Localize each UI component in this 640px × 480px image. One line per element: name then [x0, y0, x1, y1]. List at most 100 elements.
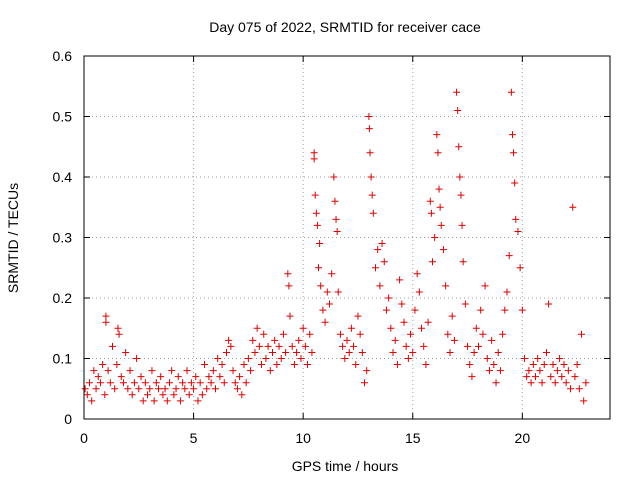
- data-point: [85, 379, 93, 387]
- data-point: [547, 373, 555, 381]
- data-point: [415, 288, 423, 296]
- data-point: [578, 330, 586, 338]
- data-point: [434, 149, 442, 157]
- data-point: [529, 361, 537, 369]
- y-tick-label: 0: [64, 411, 72, 427]
- data-point: [139, 397, 147, 405]
- data-point: [551, 379, 559, 387]
- data-point: [260, 330, 268, 338]
- data-point: [457, 191, 465, 199]
- data-point: [92, 385, 100, 393]
- data-point: [378, 240, 386, 248]
- data-point: [117, 373, 125, 381]
- data-point: [315, 264, 323, 272]
- data-point: [350, 342, 358, 350]
- data-point: [444, 330, 452, 338]
- data-point: [286, 312, 294, 320]
- data-point: [347, 324, 355, 332]
- data-point: [181, 385, 189, 393]
- data-point: [442, 282, 450, 290]
- data-point: [391, 336, 399, 344]
- data-point: [273, 361, 281, 369]
- data-point: [312, 209, 320, 217]
- data-point: [470, 348, 478, 356]
- data-point: [531, 373, 539, 381]
- data-point: [290, 361, 298, 369]
- data-point: [356, 330, 364, 338]
- data-point: [295, 336, 303, 344]
- data-point: [409, 348, 417, 356]
- data-point: [332, 215, 340, 223]
- data-point: [369, 209, 377, 217]
- data-point: [165, 379, 173, 387]
- data-point: [571, 373, 579, 381]
- data-point: [262, 355, 270, 362]
- data-point: [448, 312, 456, 320]
- data-point: [575, 385, 583, 393]
- data-point: [279, 330, 287, 338]
- data-point: [148, 367, 156, 375]
- data-point: [331, 197, 339, 205]
- data-point: [157, 373, 165, 381]
- data-point: [363, 367, 371, 375]
- data-point: [427, 209, 435, 217]
- data-point: [236, 373, 244, 381]
- data-point: [330, 173, 338, 181]
- data-point: [505, 252, 513, 260]
- data-point: [321, 318, 329, 326]
- data-point: [376, 282, 384, 290]
- data-point: [382, 306, 390, 314]
- data-point: [446, 348, 454, 356]
- data-point: [308, 348, 316, 356]
- data-point: [527, 379, 535, 387]
- data-point: [499, 330, 507, 338]
- data-point: [494, 348, 502, 356]
- data-point: [459, 258, 467, 266]
- data-point: [439, 246, 447, 254]
- data-point: [396, 276, 404, 284]
- data-point: [407, 330, 415, 338]
- data-point: [361, 379, 369, 387]
- data-point: [316, 240, 324, 248]
- data-point: [196, 379, 204, 387]
- data-point: [247, 367, 255, 375]
- data-point: [244, 355, 252, 362]
- data-point: [485, 367, 493, 375]
- x-tick-label: 10: [295, 430, 311, 446]
- data-point: [380, 258, 388, 266]
- data-point: [285, 282, 293, 290]
- data-point: [413, 270, 421, 278]
- data-point: [503, 288, 511, 296]
- data-point: [560, 361, 568, 369]
- data-point: [398, 300, 406, 308]
- data-point: [450, 336, 458, 344]
- data-point: [111, 385, 119, 393]
- data-point: [88, 397, 96, 405]
- y-axis-label: SRMTID / TECUs: [5, 183, 21, 293]
- data-point: [343, 336, 351, 344]
- data-point: [212, 385, 219, 393]
- data-point: [477, 306, 485, 314]
- data-point: [488, 336, 496, 344]
- data-point: [455, 143, 463, 151]
- data-point: [479, 330, 487, 338]
- data-point: [426, 197, 434, 205]
- data-point: [518, 306, 526, 314]
- data-point: [146, 385, 154, 393]
- y-tick-label: 0.3: [53, 230, 73, 246]
- data-point: [119, 379, 127, 387]
- data-point: [176, 397, 184, 405]
- data-point: [238, 391, 246, 399]
- data-point: [367, 173, 375, 181]
- data-point: [185, 391, 193, 399]
- data-point: [268, 348, 276, 356]
- data-point: [481, 282, 489, 290]
- chart-title: Day 075 of 2022, SRMTID for receiver cac…: [209, 19, 481, 35]
- data-point: [354, 312, 362, 320]
- data-point: [218, 361, 226, 369]
- x-tick-label: 15: [405, 430, 421, 446]
- data-point: [523, 373, 531, 381]
- data-point: [582, 379, 590, 387]
- data-point: [284, 270, 292, 278]
